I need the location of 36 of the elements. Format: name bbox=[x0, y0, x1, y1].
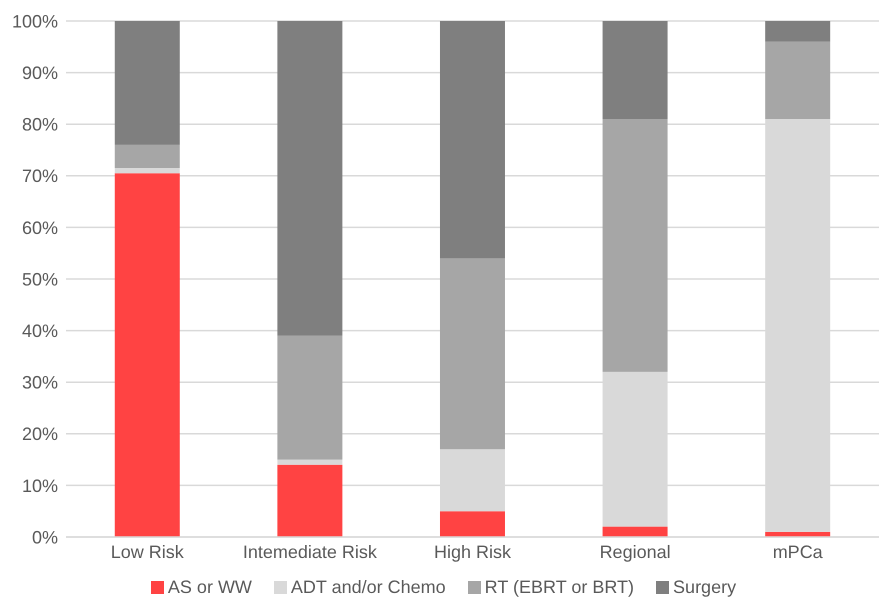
y-tick-label: 90% bbox=[22, 62, 58, 83]
y-tick-label: 40% bbox=[22, 320, 58, 341]
bar bbox=[602, 119, 668, 372]
y-tick-label: 100% bbox=[12, 11, 58, 32]
bar bbox=[114, 168, 180, 174]
legend-label: RT (EBRT or BRT) bbox=[484, 577, 634, 598]
y-tick-label: 10% bbox=[22, 476, 58, 496]
x-tick-label: High Risk bbox=[434, 542, 512, 562]
y-tick-label: 20% bbox=[22, 424, 58, 444]
x-tick-label: Intemediate Risk bbox=[242, 542, 378, 562]
legend-label: AS or WW bbox=[168, 577, 252, 598]
bar bbox=[277, 460, 342, 465]
x-tick-label: mPCa bbox=[772, 542, 824, 562]
bar bbox=[440, 511, 505, 537]
y-tick-label: 80% bbox=[22, 114, 58, 135]
y-tick-label: 70% bbox=[22, 166, 58, 186]
bar bbox=[114, 144, 180, 168]
y-tick-label: 50% bbox=[22, 269, 58, 290]
bar bbox=[277, 464, 342, 537]
y-tick-label: 0% bbox=[32, 527, 58, 548]
bar bbox=[602, 526, 668, 537]
bar bbox=[114, 21, 180, 145]
x-tick-label: Low Risk bbox=[110, 542, 185, 562]
y-tick-label: 60% bbox=[22, 218, 58, 238]
bar bbox=[114, 173, 180, 537]
bar bbox=[277, 21, 342, 336]
x-tick-label: Regional bbox=[600, 542, 671, 562]
legend-label: ADT and/or Chemo bbox=[290, 577, 446, 598]
y-tick-label: 30% bbox=[22, 372, 58, 393]
bar bbox=[440, 258, 505, 450]
legend-label: Surgery bbox=[673, 577, 736, 598]
bar bbox=[765, 21, 830, 42]
bar bbox=[765, 42, 830, 120]
bar bbox=[440, 21, 505, 258]
bar bbox=[602, 21, 668, 120]
bar bbox=[277, 336, 342, 460]
